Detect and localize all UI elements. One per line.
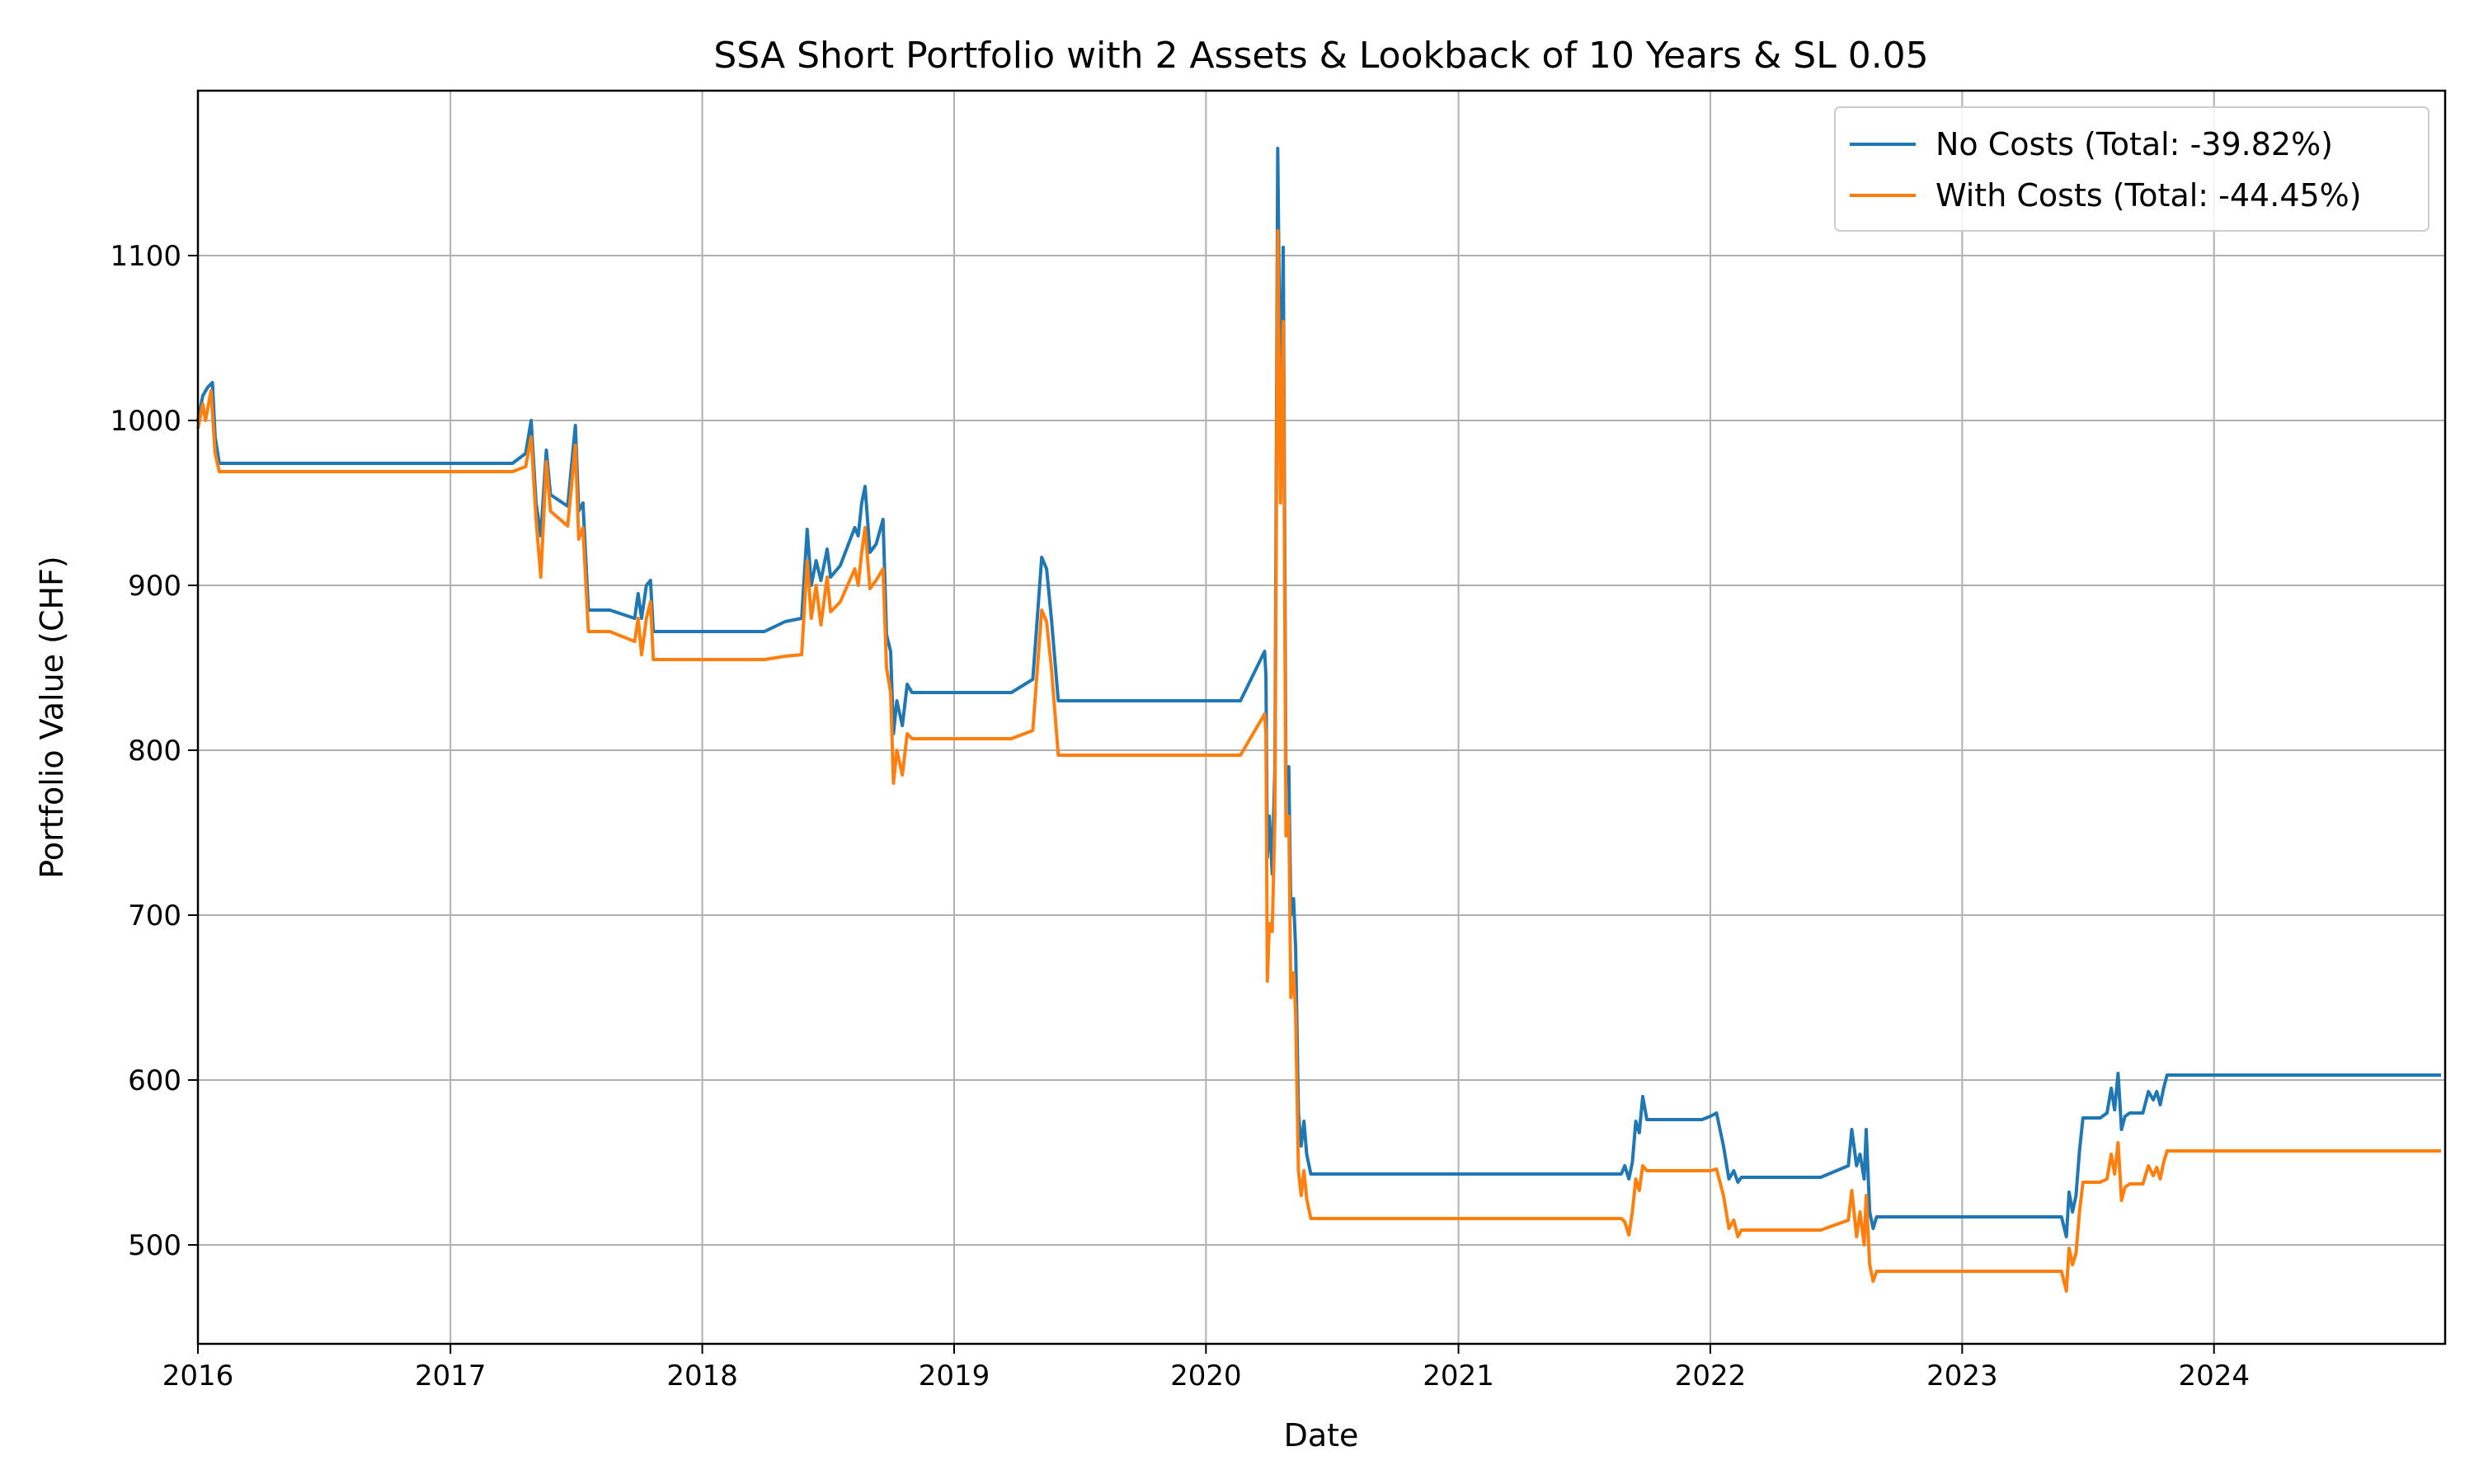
legend-box	[1834, 106, 2429, 232]
x-tick-label: 2023	[1926, 1360, 1998, 1392]
plot-frame	[196, 89, 2447, 1345]
y-tick-label: 1100	[110, 240, 181, 273]
x-tick-label: 2022	[1675, 1360, 1747, 1392]
series-line-with-costs	[196, 229, 2441, 1293]
x-tick-label: 2016	[162, 1360, 234, 1392]
x-tick-label: 2018	[666, 1360, 738, 1392]
legend-label: With Costs (Total: -44.45%)	[1935, 177, 2362, 214]
legend: No Costs (Total: -39.82%) With Costs (Tot…	[1834, 106, 2429, 232]
y-axis: 500 600 700 800 900 1000 1100	[110, 240, 198, 1262]
x-axis: 2016 2017 2018 2019 2020 2021 2022 2023 2024	[162, 1344, 2250, 1392]
x-tick-label: 2019	[919, 1360, 990, 1392]
chart-title: SSA Short Portfolio with 2 Assets & Look…	[713, 35, 1928, 77]
grid-lines	[197, 91, 2445, 1344]
y-axis-label: Portfolio Value (CHF)	[34, 556, 70, 878]
y-tick-label: 800	[128, 735, 181, 768]
y-tick-label: 900	[128, 570, 181, 603]
x-tick-label: 2020	[1170, 1360, 1242, 1392]
y-tick-label: 1000	[110, 405, 181, 438]
x-tick-label: 2024	[2178, 1360, 2250, 1392]
x-axis-label: Date	[1284, 1417, 1359, 1453]
legend-label: No Costs (Total: -39.82%)	[1935, 126, 2333, 162]
series-layer	[196, 147, 2441, 1293]
y-tick-label: 600	[128, 1064, 181, 1097]
y-tick-label: 500	[128, 1229, 181, 1262]
x-tick-label: 2017	[415, 1360, 487, 1392]
y-tick-label: 700	[128, 899, 181, 932]
x-tick-label: 2021	[1423, 1360, 1494, 1392]
